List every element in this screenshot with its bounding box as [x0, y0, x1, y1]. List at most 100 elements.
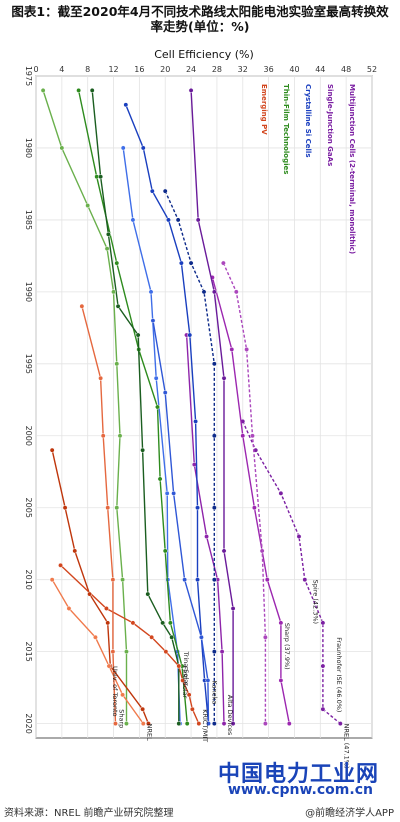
data-point [196, 721, 202, 727]
data-point [211, 577, 217, 583]
legend-group-title: Single-Junction GaAs [326, 84, 334, 166]
data-point [337, 721, 343, 727]
data-point [230, 721, 236, 727]
data-point [130, 217, 136, 223]
legend-group-title: Emerging PV [260, 84, 268, 135]
data-point [251, 505, 257, 511]
point-label: KRICT/MIT [201, 709, 209, 742]
data-point [40, 87, 46, 93]
point-label: Trina Solar [182, 651, 190, 687]
data-point [233, 289, 239, 295]
data-point [262, 721, 268, 727]
data-point [155, 404, 160, 410]
data-point [286, 721, 292, 727]
data-point [49, 447, 55, 453]
data-point [278, 490, 284, 496]
data-point [58, 562, 64, 568]
data-point [114, 505, 120, 511]
data-point [229, 346, 235, 352]
data-point [62, 505, 68, 511]
data-point [188, 87, 194, 93]
eff-tick-label: 20 [160, 65, 170, 74]
point-label: Fraunhofer ISE (46.0%) [335, 637, 343, 712]
data-point [145, 721, 151, 727]
data-point [49, 577, 55, 583]
data-point [72, 548, 78, 554]
data-point [87, 591, 93, 597]
series-line [164, 190, 216, 724]
data-point [180, 677, 186, 683]
data-point [140, 706, 146, 712]
data-point [115, 303, 121, 309]
eff-tick-label: 32 [238, 65, 248, 74]
data-point [111, 289, 116, 295]
data-point [221, 375, 227, 381]
eff-tick-label: 24 [186, 65, 196, 74]
data-point [123, 102, 129, 108]
data-point [240, 433, 246, 439]
eff-tick-label: 40 [289, 65, 299, 74]
data-point [162, 548, 168, 554]
data-point [148, 289, 154, 295]
data-point [244, 346, 250, 352]
data-point [162, 188, 168, 194]
point-label: Sharp [117, 709, 125, 728]
eff-axis-title: Cell Efficiency (%) [154, 48, 254, 61]
data-point [140, 145, 146, 151]
data-point [189, 706, 195, 712]
data-point [76, 87, 82, 93]
brand-credit: @前瞻经济学人APP [305, 808, 394, 819]
data-point [211, 649, 217, 655]
data-point [184, 721, 190, 727]
data-point [187, 332, 193, 338]
data-point [120, 692, 126, 698]
source-note: 资料来源：NREL 前瞻产业研究院整理 [4, 808, 174, 819]
chart-title: 图表1：截至2020年4月不同技术路线太阳能电池实验室最高转换效率走势(单位：%… [11, 4, 389, 34]
series-line [185, 334, 225, 724]
data-point [264, 577, 270, 583]
data-point [104, 246, 110, 252]
eff-tick-label: 28 [212, 65, 222, 74]
year-tick-label: 1980 [24, 138, 33, 158]
year-tick-label: 1995 [24, 354, 33, 374]
data-point [205, 677, 211, 683]
data-point [135, 332, 141, 338]
year-tick-label: 1985 [24, 210, 33, 230]
data-point [167, 620, 173, 626]
data-point [85, 203, 91, 208]
point-label: NREL (47.1%) [342, 724, 350, 769]
data-point [250, 433, 255, 439]
data-point [211, 721, 217, 727]
data-point [204, 534, 210, 539]
data-point [162, 390, 168, 396]
data-point [149, 634, 155, 640]
data-point [188, 260, 194, 266]
eff-tick-label: 44 [315, 65, 325, 74]
eff-tick-label: 52 [367, 65, 377, 74]
series-line [60, 564, 200, 724]
legend-group-title: Thin-Film Technologies [282, 84, 290, 174]
series-line [51, 450, 150, 724]
data-point [211, 505, 217, 511]
data-point [117, 433, 123, 439]
eff-tick-label: 16 [134, 65, 144, 74]
efficiency-chart: 0 4 8 12 16 20 24 28 32 36 40 44 48 52197519801985199… [24, 48, 377, 769]
data-point [140, 447, 146, 453]
data-point [124, 649, 129, 655]
series-line [122, 147, 181, 724]
series-line [211, 277, 290, 724]
data-point [106, 663, 112, 669]
plot-area [35, 75, 373, 739]
data-point [153, 375, 159, 381]
eff-tick-label: 0 [33, 65, 38, 74]
data-point [320, 663, 326, 669]
data-point [164, 490, 170, 496]
data-point [89, 87, 95, 93]
year-tick-label: 2000 [24, 426, 33, 446]
data-point [220, 260, 226, 266]
data-point [110, 649, 116, 655]
watermark-text: 中国电力工业网 [218, 762, 380, 787]
data-point [66, 606, 72, 611]
data-point [178, 260, 184, 266]
data-point [169, 634, 175, 640]
